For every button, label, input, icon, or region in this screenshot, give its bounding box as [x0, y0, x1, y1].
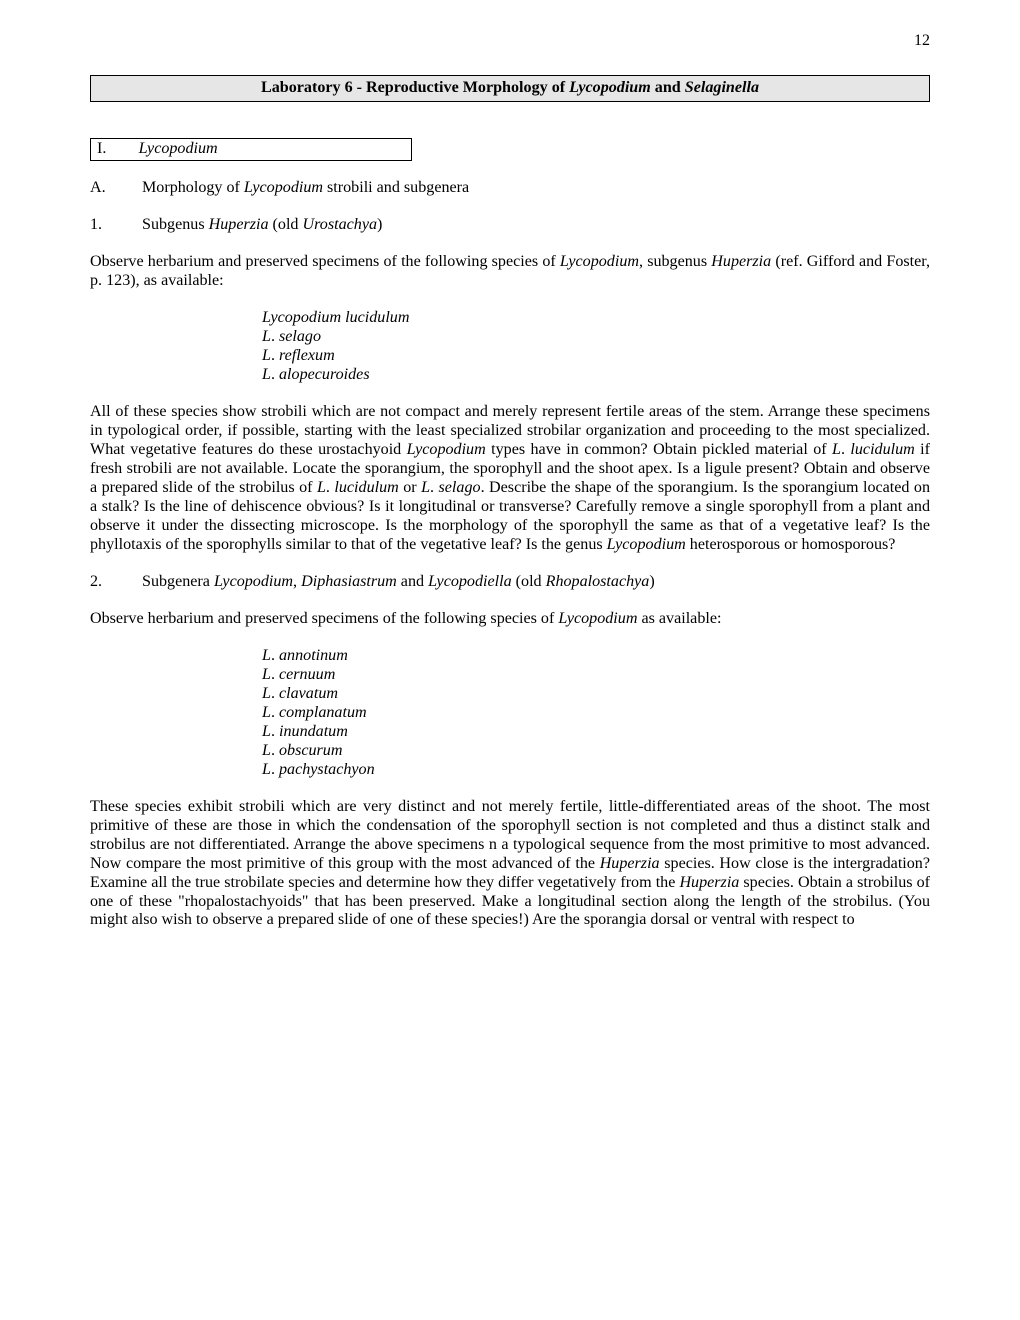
text: , subgenus — [639, 253, 711, 270]
list-item: L. complanatum — [262, 704, 930, 723]
text: or — [399, 479, 421, 496]
list-item: Lycopodium lucidulum — [262, 309, 930, 328]
page-number: 12 — [914, 32, 930, 51]
species-epithet: pachystachyon — [279, 761, 375, 778]
species-epithet: clavatum — [279, 685, 338, 702]
subgenus: Huperzia — [209, 216, 269, 233]
list-item: L. reflexum — [262, 347, 930, 366]
subgenus: Huperzia — [600, 855, 660, 872]
genus-abbrev: L — [262, 666, 271, 683]
text: as available: — [637, 610, 721, 627]
paragraph-2: All of these species show strobili which… — [90, 403, 930, 555]
species-epithet: lucidulum — [334, 479, 398, 496]
species-epithet: lucidulum — [850, 441, 914, 458]
text: Observe herbarium and preserved specimen… — [90, 253, 560, 270]
species-list-1: Lycopodium lucidulum L. selago L. reflex… — [262, 309, 930, 385]
text: Observe herbarium and preserved specimen… — [90, 610, 558, 627]
species-list-2: L. annotinum L. cernuum L. clavatum L. c… — [262, 647, 930, 780]
species-epithet: inundatum — [279, 723, 348, 740]
text: ) — [377, 216, 382, 233]
species-epithet: selago — [279, 328, 321, 345]
species-epithet: annotinum — [279, 647, 348, 664]
text: , — [293, 573, 301, 590]
list-item: L. obscurum — [262, 742, 930, 761]
text: Morphology of — [142, 179, 244, 196]
genus: Lycopodium — [407, 441, 486, 458]
genus-abbrev: L — [262, 761, 271, 778]
genus: Lycopodium — [560, 253, 639, 270]
text: strobili and subgenera — [323, 179, 469, 196]
list-item: L. pachystachyon — [262, 761, 930, 780]
species-epithet: obscurum — [279, 742, 342, 759]
genus-abbrev: L — [262, 347, 271, 364]
subheading-1: 1. Subgenus Huperzia (old Urostachya) — [90, 216, 930, 235]
genus-abbrev: L — [262, 366, 271, 383]
genus-abbrev: L — [262, 723, 271, 740]
text: ) — [649, 573, 654, 590]
label-2-text: Subgenera Lycopodium, Diphasiastrum and … — [142, 573, 930, 592]
genus: Lycopodium — [244, 179, 323, 196]
section-title: Lycopodium — [139, 140, 218, 157]
list-item: L. inundatum — [262, 723, 930, 742]
subgenus: Lycopodium — [214, 573, 293, 590]
title-genus-1: Lycopodium — [569, 79, 651, 96]
list-item: L. alopecuroides — [262, 366, 930, 385]
text: and — [397, 573, 428, 590]
genus-abbrev: L — [262, 685, 271, 702]
genus-abbrev: L — [317, 479, 326, 496]
text: Subgenera — [142, 573, 214, 590]
text: (old — [269, 216, 303, 233]
title-genus-2: Selaginella — [685, 79, 759, 96]
list-item: L. annotinum — [262, 647, 930, 666]
species-epithet: reflexum — [279, 347, 335, 364]
species-epithet: cernuum — [279, 666, 335, 683]
lab-title: Laboratory 6 - Reproductive Morphology o… — [90, 75, 930, 102]
old-name: Rhopalostachya — [546, 573, 650, 590]
text: Subgenus — [142, 216, 209, 233]
subgenus: Huperzia — [711, 253, 771, 270]
old-name: Urostachya — [303, 216, 378, 233]
title-text-prefix: Laboratory 6 - Reproductive Morphology o… — [261, 79, 569, 96]
text: types have in common? Obtain pickled mat… — [486, 441, 832, 458]
genus-abbrev: L — [832, 441, 841, 458]
subgenus: Huperzia — [679, 874, 739, 891]
section-number: I. — [97, 140, 106, 157]
genus: Lycopodium — [558, 610, 637, 627]
species-epithet: selago — [439, 479, 481, 496]
text: (old — [512, 573, 546, 590]
label-1-text: Subgenus Huperzia (old Urostachya) — [142, 216, 930, 235]
genus-abbrev: L — [262, 647, 271, 664]
list-item: L. clavatum — [262, 685, 930, 704]
label-1: 1. — [90, 216, 142, 235]
title-text-mid: and — [651, 79, 685, 96]
species: Lycopodium lucidulum — [262, 309, 409, 326]
list-item: L. selago — [262, 328, 930, 347]
paragraph-1: Observe herbarium and preserved specimen… — [90, 253, 930, 291]
subheading-a: A. Morphology of Lycopodium strobili and… — [90, 179, 930, 198]
species-epithet: alopecuroides — [279, 366, 370, 383]
text: . — [841, 441, 850, 458]
paragraph-3: Observe herbarium and preserved specimen… — [90, 610, 930, 629]
species-epithet: complanatum — [279, 704, 367, 721]
genus-abbrev: L — [262, 742, 271, 759]
subgenus: Diphasiastrum — [301, 573, 397, 590]
subgenus: Lycopodiella — [428, 573, 512, 590]
page: 12 Laboratory 6 - Reproductive Morpholog… — [0, 0, 1020, 1320]
genus-abbrev: L — [262, 328, 271, 345]
paragraph-4: These species exhibit strobili which are… — [90, 798, 930, 931]
genus-abbrev: L — [262, 704, 271, 721]
genus-abbrev: L — [421, 479, 430, 496]
subheading-2: 2. Subgenera Lycopodium, Diphasiastrum a… — [90, 573, 930, 592]
label-2: 2. — [90, 573, 142, 592]
label-a-text: Morphology of Lycopodium strobili and su… — [142, 179, 930, 198]
label-a: A. — [90, 179, 142, 198]
text: . — [430, 479, 438, 496]
genus: Lycopodium — [607, 536, 686, 553]
section-heading-box: I. Lycopodium — [90, 138, 412, 161]
list-item: L. cernuum — [262, 666, 930, 685]
text: heterosporous or homosporous? — [686, 536, 896, 553]
